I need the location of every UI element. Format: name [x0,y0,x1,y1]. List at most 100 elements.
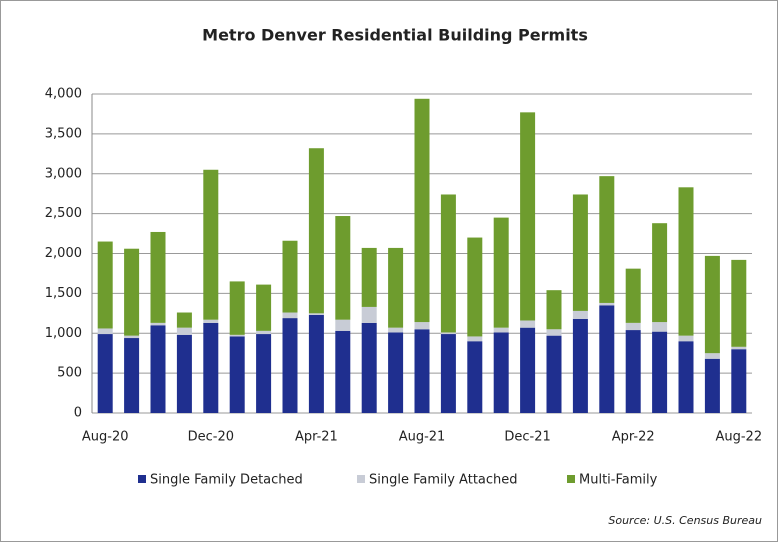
bar-segment [704,358,720,413]
bar-segment [414,98,430,323]
bar-segment [546,335,562,413]
bar-segment [361,306,377,323]
bar-segment [361,247,377,307]
bar-segment [150,325,166,413]
y-tick-label: 2,000 [45,246,82,261]
bar-segment [229,336,245,413]
bar-segment [572,310,588,319]
bar-segment [625,322,641,331]
bar-segment [546,329,562,336]
bar-segment [203,169,219,320]
x-tick-label: Aug-22 [715,430,762,445]
bar-segment [361,322,377,413]
bar-segment [704,255,720,354]
bar-segment [335,330,351,413]
bar-segment [678,341,694,413]
bar-segment [731,346,747,350]
bar-segment [599,305,615,413]
bar-segment [308,313,324,315]
legend-label: Single Family Attached [369,473,518,488]
bar-segment [282,240,298,313]
legend-swatch [357,475,365,483]
bar-segment [282,318,298,413]
bar-segment [150,231,166,323]
bar-segment [414,329,430,413]
bar-segment [625,268,641,323]
bar-segment [388,247,404,328]
bar-segment [176,334,192,413]
bar-segment [440,332,456,335]
bar-segment [493,327,509,333]
x-tick-label: Apr-21 [295,430,338,445]
bar-segment [546,290,562,330]
bar-segment [467,237,483,337]
bar-segment [704,353,720,359]
bar-segment [124,248,140,336]
bar-segment [176,327,192,335]
x-tick-label: Dec-20 [188,430,234,445]
bar-segment [678,187,694,336]
bar-segment [493,217,509,328]
y-tick-label: 1,500 [45,286,82,301]
bar-segment [203,322,219,413]
bar-segment [678,335,694,342]
bar-segment [124,338,140,413]
bar-segment [572,318,588,413]
y-tick-label: 1,000 [45,326,82,341]
bar-segment [467,336,483,342]
bar-segment [388,332,404,413]
bar-segment [256,334,272,413]
y-tick-label: 3,000 [45,166,82,181]
x-tick-label: Dec-21 [504,430,550,445]
y-tick-label: 3,500 [45,126,82,141]
x-tick-label: Aug-20 [82,430,129,445]
chart-title: Metro Denver Residential Building Permit… [202,26,588,45]
bar-segment [308,148,324,314]
bar-segment [731,349,747,413]
bar-segment [282,312,298,319]
bar-segment [493,332,509,413]
legend-swatch [567,475,575,483]
bar-segment [414,322,430,330]
bar-segment [124,335,140,339]
bar-segment [256,284,272,331]
bar-segment [97,334,113,413]
bar-segment [256,330,272,335]
bar-segment [308,314,324,413]
legend-label: Single Family Detached [150,473,303,488]
bar-segment [467,341,483,413]
bar-segment [440,194,456,333]
bar-segment [176,312,192,328]
bar-segment [335,216,351,320]
x-tick-label: Aug-21 [399,430,446,445]
y-tick-label: 500 [57,366,82,381]
y-tick-label: 0 [74,406,82,421]
x-tick-label: Apr-22 [612,430,655,445]
legend-label: Multi-Family [579,473,658,488]
source-note: Source: U.S. Census Bureau [608,514,762,527]
bar-segment [731,259,747,347]
bar-segment [599,302,615,306]
bar-segment [652,223,668,323]
bar-segment [572,194,588,311]
bar-segment [652,322,668,332]
bar-segment [335,319,351,331]
bar-segment [440,334,456,413]
bar-segment [520,112,536,321]
y-tick-label: 4,000 [45,87,82,102]
bar-segment [520,327,536,413]
y-tick-label: 2,500 [45,206,82,221]
legend-swatch [138,475,146,483]
bar-segment [150,322,166,326]
bar-segment [652,331,668,413]
bar-segment [599,176,615,303]
bar-segment [97,328,113,335]
bar-segment [203,319,219,323]
bar-segment [229,334,245,337]
bar-segment [97,241,113,329]
bar-segment [520,320,536,328]
bar-segment [229,281,245,335]
bar-segment [625,330,641,413]
bar-segment [388,327,404,333]
